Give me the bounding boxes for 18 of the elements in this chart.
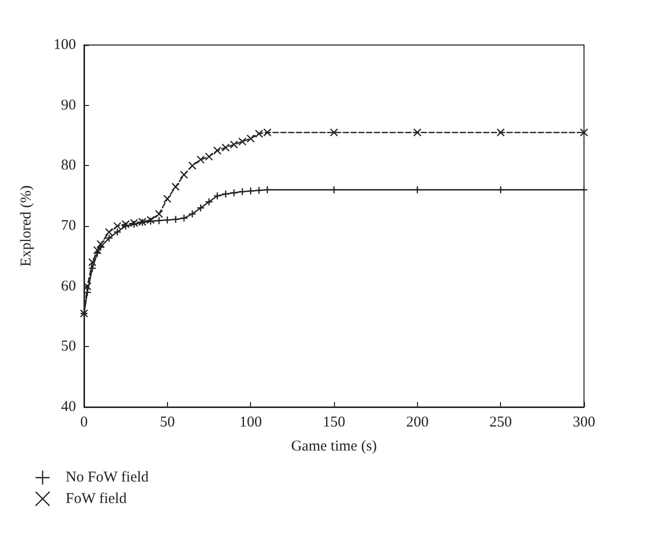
x-tick-label: 150 (322, 414, 346, 430)
legend-label: No FoW field (66, 470, 150, 486)
y-axis-title: Explored (%) (18, 185, 34, 267)
x-tick-label: 200 (406, 414, 429, 430)
x-tick-label: 0 (80, 414, 88, 430)
legend-label: FoW field (66, 490, 128, 507)
y-tick-label: 60 (61, 278, 76, 294)
x-tick-label: 250 (489, 414, 512, 430)
y-tick-label: 100 (54, 37, 76, 53)
y-tick-label: 40 (61, 399, 76, 415)
x-tick-label: 300 (572, 414, 596, 430)
x-tick-label: 100 (239, 414, 262, 430)
x-axis-title: Game time (s) (291, 438, 377, 454)
y-tick-label: 70 (61, 218, 76, 234)
y-tick-label: 50 (61, 338, 76, 355)
y-tick-label: 90 (61, 97, 76, 114)
y-tick-label: 80 (61, 158, 76, 174)
x-tick-label: 50 (160, 414, 175, 430)
